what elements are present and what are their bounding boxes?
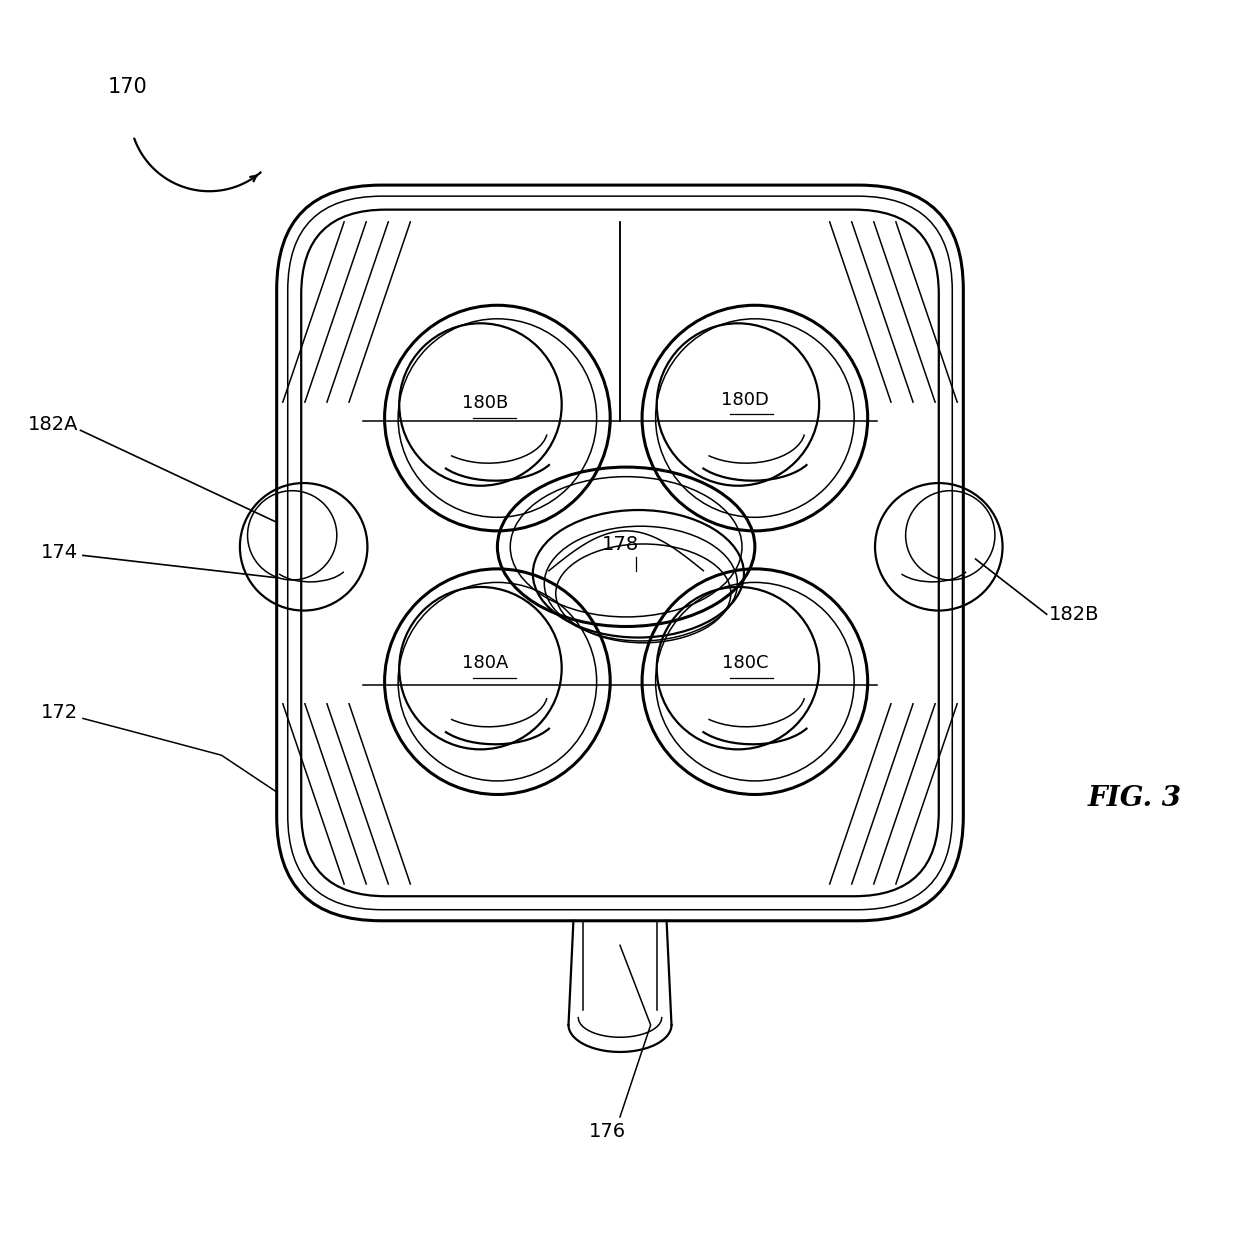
Text: 172: 172: [41, 703, 78, 722]
Text: 182B: 182B: [1049, 605, 1100, 624]
Text: 180B: 180B: [463, 395, 508, 412]
Text: 180C: 180C: [722, 654, 769, 673]
Text: 176: 176: [589, 1123, 626, 1141]
Text: 182A: 182A: [27, 415, 78, 434]
Text: 174: 174: [41, 544, 78, 563]
Text: FIG. 3: FIG. 3: [1087, 784, 1182, 812]
Text: 170: 170: [108, 76, 148, 96]
Text: 180D: 180D: [722, 391, 769, 408]
Text: 180A: 180A: [463, 654, 508, 673]
Text: 178: 178: [601, 535, 639, 554]
